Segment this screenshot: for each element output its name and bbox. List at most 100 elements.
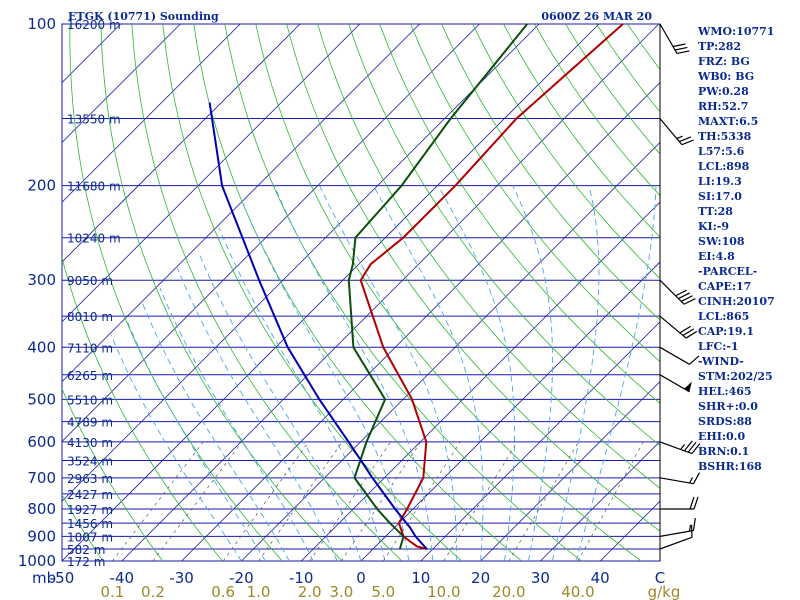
wind-barb: [659, 118, 694, 146]
height-label: 1007 m: [67, 530, 113, 544]
wind-barb-flag: [693, 496, 699, 510]
parameter-item: -PARCEL-: [698, 265, 758, 278]
pressure-tick-label: 900: [27, 527, 56, 545]
temperature-tick-label: 20: [471, 569, 490, 587]
parameter-item: TH:5338: [698, 130, 752, 143]
wind-barb: [659, 472, 701, 485]
moist-adiabat-line: [273, 185, 434, 561]
wind-barb-staff: [659, 536, 693, 550]
wind-barb-pennant: [684, 381, 692, 392]
mixing-ratio-line: [382, 441, 461, 561]
wind-barb-flag: [689, 355, 700, 365]
moist-adiabat-line: [177, 268, 338, 561]
parameter-item: CAP:19.1: [698, 325, 755, 338]
wind-barb-flag: [692, 472, 701, 484]
parameter-item: HEL:465: [698, 385, 752, 398]
isotherm-line: [360, 261, 660, 561]
wind-barb-half-flag: [689, 477, 694, 484]
dry-adiabat-line: [348, 24, 660, 447]
dry-adiabat-line: [317, 24, 660, 489]
height-label: 8010 m: [67, 310, 113, 324]
wind-barb-flag: [691, 443, 701, 454]
dry-adiabat-line: [100, 24, 343, 561]
wind-barb: [659, 23, 690, 55]
parameter-item: RH:52.7: [698, 100, 749, 113]
height-label: 3524 m: [67, 455, 113, 469]
wind-barb: [659, 315, 698, 339]
moist-adiabat-line: [319, 185, 458, 561]
dry-adiabat-line: [472, 24, 660, 280]
pressure-tick-label: 600: [27, 433, 56, 451]
parameter-item: SHR+:0.0: [698, 400, 758, 413]
mixing-ratio-unit-label: g/kg: [648, 583, 681, 600]
temperature-profile: [359, 24, 624, 550]
parameter-item: LCL:898: [698, 160, 750, 173]
temperature-tick-label: -10: [289, 569, 314, 587]
moist-adiabat-line: [197, 251, 362, 561]
mixing-ratio-label: 0.2: [141, 583, 165, 600]
moist-adiabat-line: [575, 185, 657, 561]
mixing-ratio-label: 3.0: [329, 583, 353, 600]
wind-barb-flag: [680, 295, 693, 302]
parameter-item: LI:19.3: [698, 175, 742, 188]
height-label: 13550 m: [67, 113, 121, 127]
height-label: 10240 m: [67, 232, 121, 246]
dry-adiabat-line: [193, 24, 522, 561]
wind-barb-staff: [659, 529, 694, 537]
wind-barb: [660, 496, 699, 510]
wind-barb-flag: [681, 139, 694, 146]
mixing-ratio-label: 0.6: [211, 583, 235, 600]
parameter-item: BRN:0.1: [698, 445, 750, 458]
dewpoint-profile: [347, 24, 528, 550]
wind-barb: [659, 517, 696, 537]
isotherm-line: [300, 201, 660, 561]
temperature-tick-label: 0: [356, 569, 366, 587]
plot-frame: [61, 23, 661, 562]
isotherm-line: [62, 24, 241, 203]
parameter-item: CAPE:17: [698, 280, 752, 293]
wind-barb-flag: [679, 136, 692, 143]
wind-barb: [659, 279, 696, 305]
height-label: 6265 m: [67, 369, 113, 383]
wind-barb-flag: [692, 517, 696, 531]
pressure-tick-label: 300: [27, 271, 56, 289]
pressure-tick-label: 100: [27, 15, 56, 33]
height-label: 4789 m: [67, 416, 113, 430]
wind-barb: [659, 440, 701, 455]
temperature-tick-label: 40: [591, 569, 610, 587]
dry-adiabat-line: [131, 24, 403, 561]
mixing-ratio-line: [443, 441, 518, 561]
moist-adiabat-line: [126, 319, 266, 561]
wind-barb-flag: [674, 46, 688, 51]
mixing-ratio-label: 20.0: [492, 583, 525, 600]
pressure-tick-label: 800: [27, 500, 56, 518]
sounding-profiles: [208, 24, 624, 550]
height-label: 2427 m: [67, 488, 113, 502]
pressure-tick-label: 500: [27, 390, 56, 408]
wind-barb-staff: [659, 23, 678, 54]
parameter-item: EHI:0.0: [698, 430, 746, 443]
wind-barb-staff: [659, 315, 687, 339]
mixing-ratio-line: [508, 441, 579, 561]
parameter-item: CINH:20107: [698, 295, 775, 308]
moist-adiabat-line: [242, 202, 410, 561]
parameter-item: SW:108: [698, 235, 745, 248]
parameter-item: SI:17.0: [698, 190, 742, 203]
dry-adiabat-line: [62, 493, 104, 561]
height-label: 7110 m: [67, 341, 113, 355]
station-title: ETGK (10771) Sounding: [68, 10, 219, 23]
sounding-parameters-list: WMO:10771 TP:282 FRZ: BG WB0: BG PW:0.28 RH:5…: [698, 24, 798, 474]
dry-adiabat-line: [410, 24, 660, 363]
parameter-item: L57:5.6: [698, 145, 745, 158]
wind-barb-staff: [659, 118, 683, 146]
moist-adiabat-line: [141, 302, 290, 561]
mixing-ratio-line: [577, 441, 644, 561]
moist-adiabat-line: [551, 185, 600, 561]
height-label: 4130 m: [67, 436, 113, 450]
moist-adiabat-line: [512, 185, 554, 561]
parameter-item: LCL:865: [698, 310, 750, 323]
pressure-tick-label: 400: [27, 338, 56, 356]
wind-barb-flag: [676, 50, 690, 55]
